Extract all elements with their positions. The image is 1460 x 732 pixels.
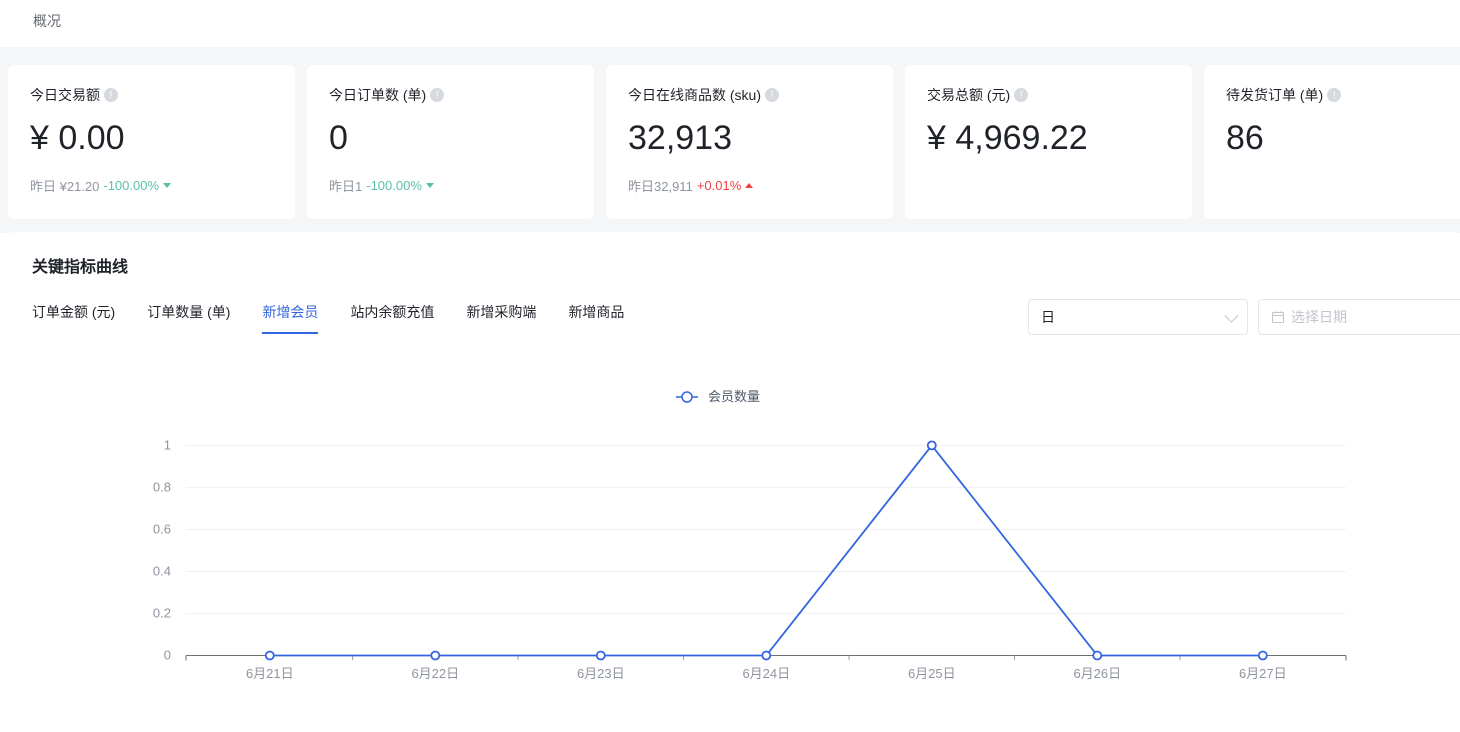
svg-text:0.6: 0.6 bbox=[153, 521, 171, 536]
svg-text:1: 1 bbox=[164, 437, 171, 452]
svg-text:0.2: 0.2 bbox=[153, 606, 171, 621]
svg-text:0.8: 0.8 bbox=[153, 479, 171, 494]
svg-text:6月24日: 6月24日 bbox=[742, 666, 790, 681]
svg-text:6月26日: 6月26日 bbox=[1073, 666, 1121, 681]
svg-text:0.4: 0.4 bbox=[153, 564, 171, 579]
svg-text:6月21日: 6月21日 bbox=[246, 666, 294, 681]
svg-text:6月22日: 6月22日 bbox=[411, 666, 459, 681]
svg-text:6月27日: 6月27日 bbox=[1239, 666, 1287, 681]
svg-text:6月23日: 6月23日 bbox=[577, 666, 625, 681]
svg-text:6月25日: 6月25日 bbox=[908, 666, 956, 681]
svg-text:会员数量: 会员数量 bbox=[708, 389, 760, 404]
svg-text:0: 0 bbox=[164, 648, 171, 663]
